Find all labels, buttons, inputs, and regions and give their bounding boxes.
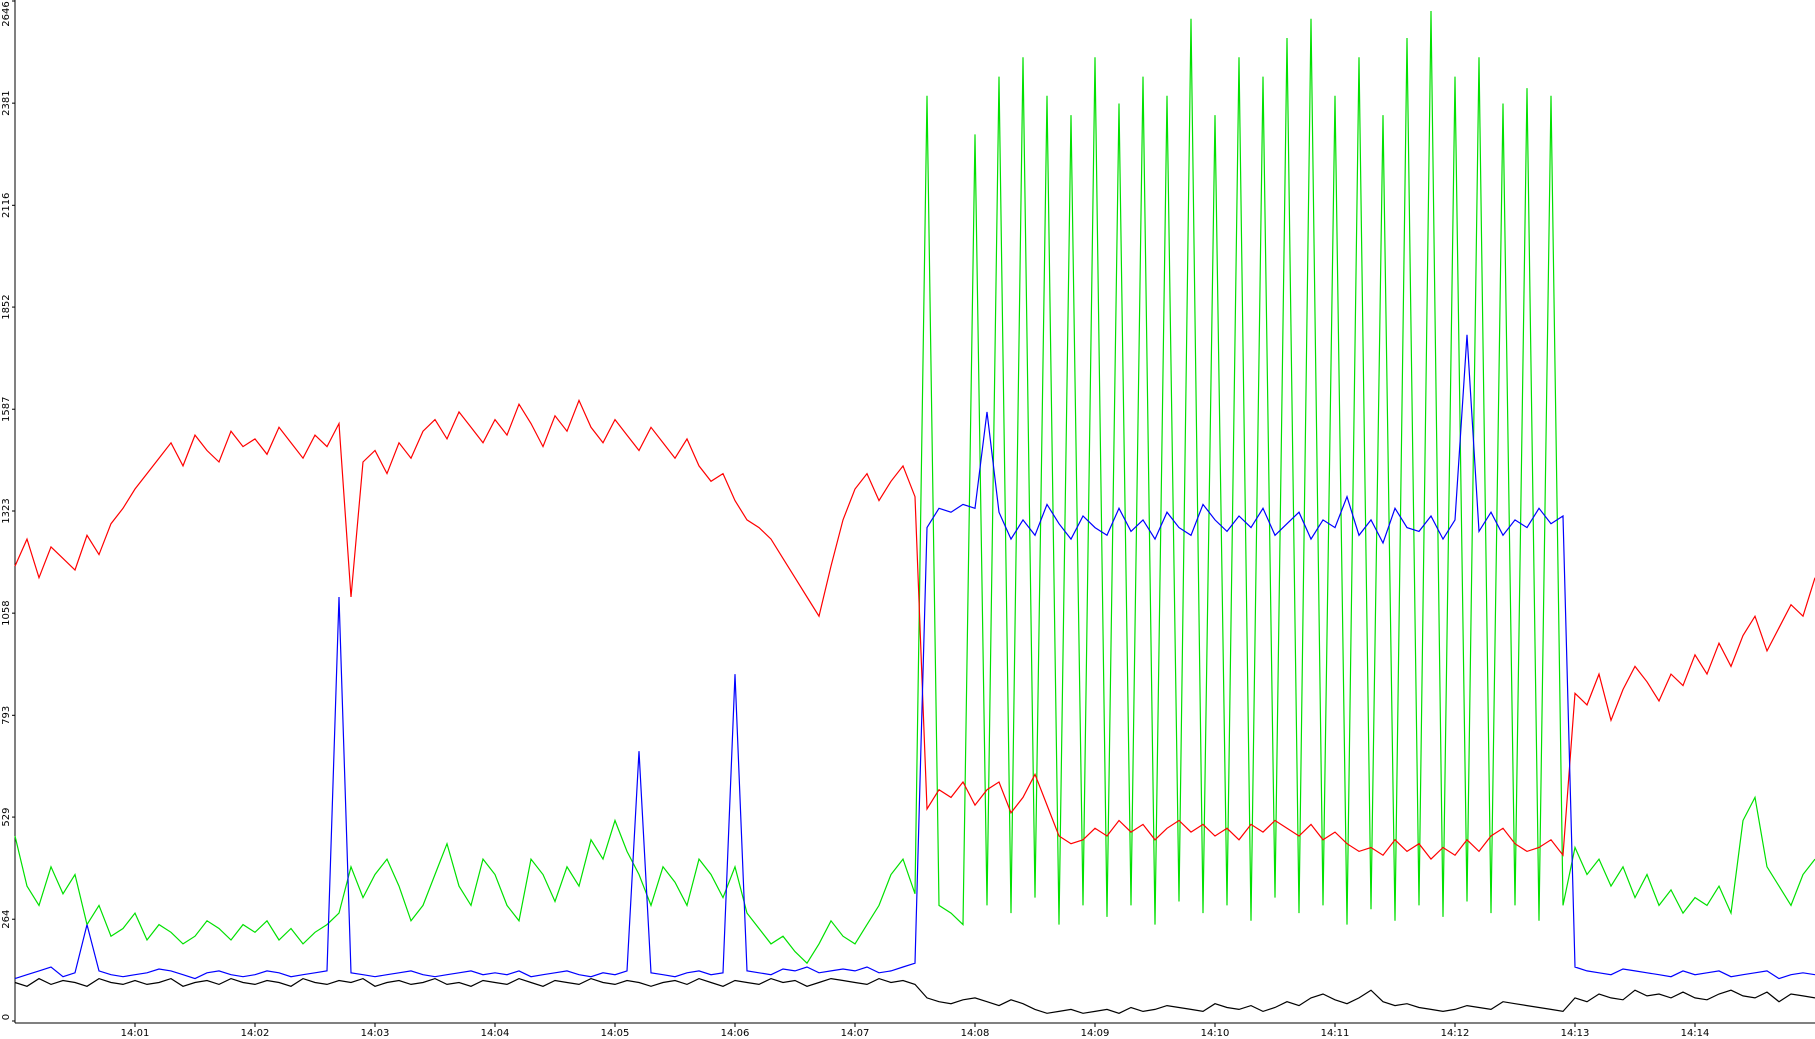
x-tick-label: 14:02 (241, 1028, 270, 1039)
x-tick-label: 14:10 (1201, 1028, 1230, 1039)
series-line (14, 10, 1815, 965)
x-tick-label: 14:07 (841, 1028, 870, 1039)
series-line (14, 977, 1815, 1014)
x-tick-label: 14:11 (1321, 1028, 1350, 1039)
y-tick-label: 2116 (1, 193, 12, 218)
x-tick-label: 14:04 (481, 1028, 510, 1039)
y-tick-label: 793 (1, 706, 12, 725)
y-tick-label: 1587 (1, 397, 12, 422)
x-tick-label: 14:06 (721, 1028, 750, 1039)
x-tick-label: 14:14 (1681, 1028, 1710, 1039)
y-tick-label: 529 (1, 808, 12, 827)
x-tick-label: 14:01 (121, 1028, 150, 1039)
y-tick-label: 2381 (1, 90, 12, 115)
y-tick-label: 2646 (1, 1, 12, 26)
x-tick-label: 14:05 (601, 1028, 630, 1039)
x-tick-label: 14:12 (1441, 1028, 1470, 1039)
series-line (14, 398, 1815, 860)
y-tick-label: 264 (1, 910, 12, 929)
y-tick-label: 1852 (1, 294, 12, 319)
x-tick-label: 14:03 (361, 1028, 390, 1039)
y-tick-label: 1323 (1, 498, 12, 523)
x-tick-label: 14:09 (1081, 1028, 1110, 1039)
series-line (14, 334, 1815, 980)
x-tick-label: 14:13 (1561, 1028, 1590, 1039)
y-tick-label: 1058 (1, 600, 12, 625)
y-tick-label: 0 (1, 1014, 12, 1020)
x-tick-label: 14:08 (961, 1028, 990, 1039)
